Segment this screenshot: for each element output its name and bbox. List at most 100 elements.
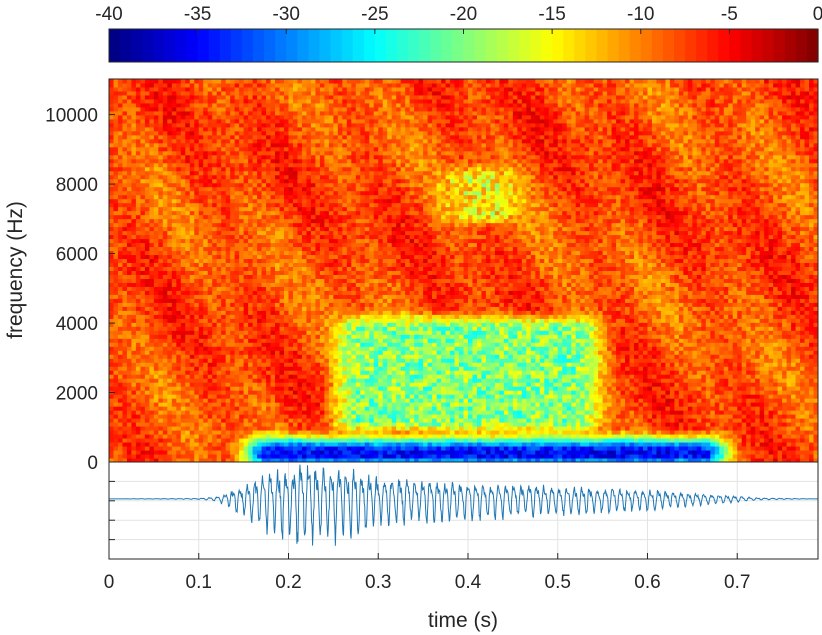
spectrogram-cell <box>162 170 168 176</box>
spectrogram-cell <box>198 114 204 120</box>
spectrogram-cell <box>189 122 195 128</box>
spectrogram-cell <box>109 134 114 140</box>
spectrogram-cell <box>248 206 254 212</box>
spectrogram-cell <box>292 130 298 136</box>
spectrogram-cell <box>306 206 312 212</box>
spectrogram-cell <box>301 182 307 188</box>
spectrogram-cell <box>261 178 267 184</box>
spectrogram-cell <box>149 314 155 319</box>
spectrogram-cell <box>284 422 289 427</box>
spectrogram-cell <box>248 130 254 136</box>
spectrogram-cell <box>328 130 334 136</box>
spectrogram-cell <box>234 450 240 455</box>
spectrogram-cell <box>189 162 195 168</box>
spectrogram-cell <box>315 110 321 116</box>
spectrogram-cell <box>333 326 339 331</box>
spectrogram-cell <box>203 230 209 236</box>
spectrogram-cell <box>275 406 281 411</box>
spectrogram-cell <box>279 378 285 383</box>
spectrogram-cell <box>266 218 272 224</box>
spectrogram-cell <box>140 310 146 315</box>
spectrogram-cell <box>225 150 231 156</box>
spectrogram-cell <box>212 318 218 323</box>
spectrogram-cell <box>131 210 137 216</box>
spectrogram-cell <box>324 418 330 423</box>
spectrogram-cell <box>207 146 213 152</box>
spectrogram-cell <box>292 158 298 164</box>
spectrogram-cell <box>248 134 254 140</box>
spectrogram-cell <box>126 134 132 140</box>
spectrogram-cell <box>275 326 281 331</box>
spectrogram-cell <box>180 86 186 92</box>
spectrogram-cell <box>185 250 191 256</box>
spectrogram-cell <box>221 314 227 319</box>
spectrogram-cell <box>113 230 119 236</box>
spectrogram-cell <box>194 210 200 216</box>
spectrogram-cell <box>315 334 321 339</box>
spectrogram-cell <box>135 210 141 216</box>
spectrogram-cell <box>176 242 182 248</box>
spectrogram-cell <box>315 230 321 236</box>
spectrogram-cell <box>306 230 312 236</box>
spectrogram-cell <box>171 406 177 411</box>
spectrogram-cell <box>310 306 316 311</box>
spectrogram-cell <box>279 214 285 220</box>
spectrogram-cell <box>297 114 303 120</box>
spectrogram-cell <box>328 190 334 196</box>
colorbar-cell <box>585 29 598 62</box>
spectrogram-cell <box>234 178 240 184</box>
spectrogram-cell <box>167 326 173 331</box>
spectrogram-cell <box>126 154 132 160</box>
spectrogram-cell <box>140 166 146 172</box>
spectrogram-cell <box>140 82 146 88</box>
spectrogram-cell <box>297 166 303 172</box>
spectrogram-cell <box>328 206 334 212</box>
spectrogram-cell <box>171 414 177 419</box>
spectrogram-cell <box>162 102 168 108</box>
spectrogram-cell <box>216 266 222 271</box>
spectrogram-cell <box>333 398 339 403</box>
spectrogram-cell <box>140 206 146 212</box>
spectrogram-cell <box>279 374 285 379</box>
spectrogram-cell <box>162 418 168 423</box>
spectrogram-cell <box>185 79 191 84</box>
spectrogram-cell <box>180 398 186 403</box>
spectrogram-cell <box>279 294 285 299</box>
spectrogram-cell <box>243 358 249 363</box>
spectrogram-cell <box>140 242 146 248</box>
spectrogram-cell <box>297 394 303 399</box>
spectrogram-cell <box>288 158 294 164</box>
spectrogram-cell <box>297 382 303 387</box>
spectrogram-cell <box>198 154 204 160</box>
spectrogram-cell <box>185 238 191 244</box>
spectrogram-cell <box>324 182 330 188</box>
spectrogram-cell <box>149 130 155 136</box>
spectrogram-cell <box>230 90 236 96</box>
spectrogram-cell <box>216 342 222 347</box>
spectrogram-cell <box>234 338 240 343</box>
spectrogram-cell <box>135 158 141 164</box>
spectrogram-cell <box>288 114 294 120</box>
colorbar-cell <box>518 29 531 62</box>
spectrogram-cell <box>131 442 137 447</box>
spectrogram-cell <box>301 434 307 439</box>
spectrogram-cell <box>270 394 276 399</box>
spectrogram-cell <box>266 358 272 363</box>
spectrogram-cell <box>194 454 200 459</box>
spectrogram-cell <box>140 430 146 435</box>
spectrogram-cell <box>144 142 150 148</box>
spectrogram-cell <box>337 410 343 415</box>
spectrogram-cell <box>275 210 281 216</box>
spectrogram-cell <box>135 394 141 399</box>
spectrogram-cell <box>216 130 222 136</box>
spectrogram-cell <box>122 366 128 371</box>
spectrogram-cell <box>275 362 281 367</box>
spectrogram-cell <box>266 334 272 339</box>
spectrogram-cell <box>225 366 231 371</box>
spectrogram-cell <box>221 242 227 248</box>
spectrogram-cell <box>306 262 312 268</box>
spectrogram-cell <box>180 274 186 279</box>
spectrogram-cell <box>135 434 141 439</box>
spectrogram-cell <box>162 318 168 323</box>
spectrogram-cell <box>284 182 289 188</box>
